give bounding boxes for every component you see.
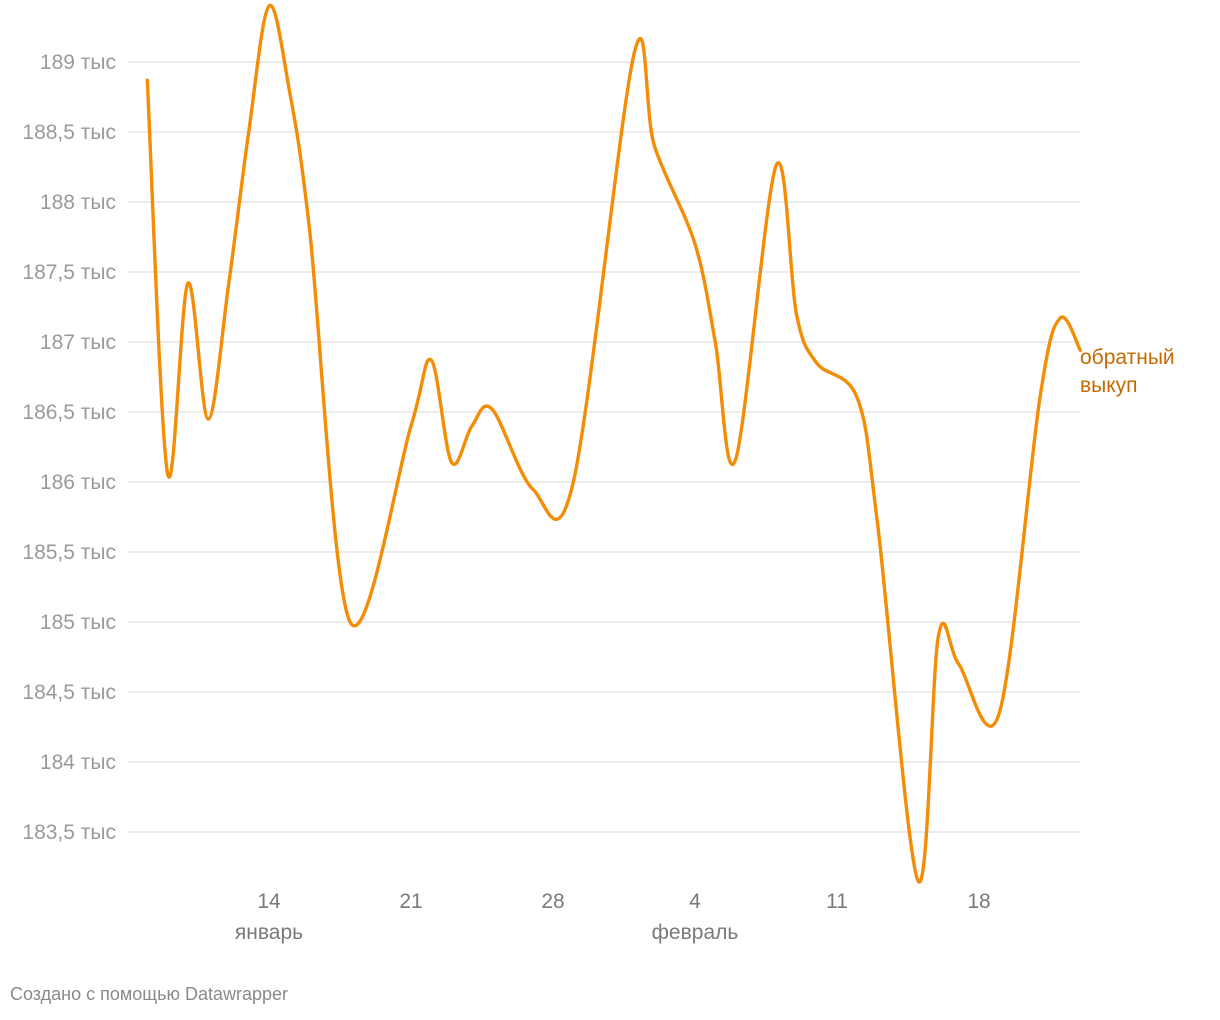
series-lines <box>145 3 1083 884</box>
y-tick-label: 183,5 тыс <box>22 821 116 844</box>
y-axis-tick-labels: 189 тыс 188,5 тыс 188 тыс 187,5 тыс 187 тыс 1… <box>22 51 116 844</box>
y-tick-label: 186,5 тыс <box>22 401 116 424</box>
x-axis-tick-labels: 14 январь 21 28 4 февраль 11 18 <box>235 890 991 944</box>
x-tick-label: 14 <box>257 890 281 913</box>
x-tick-label: 21 <box>399 890 422 913</box>
x-month-label: январь <box>235 921 303 944</box>
y-tick-label: 187 тыс <box>40 331 116 354</box>
x-month-label: февраль <box>652 921 739 944</box>
gridlines <box>128 61 1080 833</box>
y-tick-label: 188 тыс <box>40 191 116 214</box>
series-label-buyback: обратный выкуп <box>1080 346 1175 397</box>
series-labels: обратный выкуп <box>1080 346 1175 397</box>
credit-text[interactable]: Создано с помощью Datawrapper <box>10 984 289 1004</box>
y-tick-label: 189 тыс <box>40 51 116 74</box>
y-tick-label: 186 тыс <box>40 471 116 494</box>
y-tick-label: 187,5 тыс <box>22 261 116 284</box>
y-tick-label: 184 тыс <box>40 751 116 774</box>
series-line-buyback <box>145 3 1083 884</box>
y-tick-label: 188,5 тыс <box>22 121 116 144</box>
y-tick-label: 184,5 тыс <box>22 681 116 704</box>
x-tick-label: 28 <box>541 890 564 913</box>
y-tick-label: 185,5 тыс <box>22 541 116 564</box>
y-tick-label: 185 тыс <box>40 611 116 634</box>
x-tick-label: 11 <box>826 890 848 913</box>
x-tick-label: 18 <box>967 890 990 913</box>
x-tick-label: 4 <box>689 890 701 913</box>
